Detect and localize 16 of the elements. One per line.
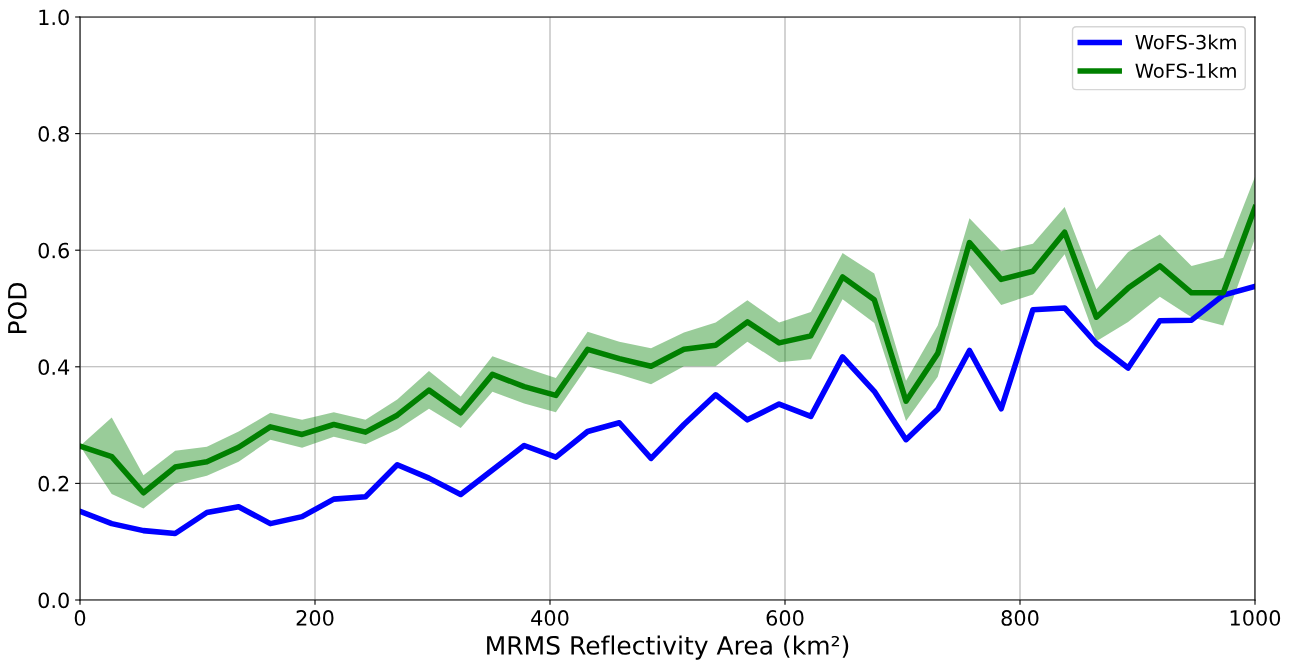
y-axis-title: POD — [7, 282, 27, 334]
x-tick-label: 0 — [74, 610, 86, 626]
x-tick-label: 800 — [1001, 610, 1039, 626]
x-tick-label: 200 — [296, 610, 334, 626]
y-tick-label: 0.0 — [38, 592, 69, 609]
legend-label: WoFS-3km — [1135, 34, 1236, 50]
legend-label: WoFS-1km — [1135, 63, 1236, 79]
x-axis-title: MRMS Reflectivity Area (km²) — [487, 635, 849, 660]
x-tick-label: 400 — [531, 610, 569, 626]
x-tick-label: 600 — [766, 610, 804, 626]
y-tick-label: 0.2 — [38, 475, 69, 492]
y-tick-label: 1.0 — [39, 9, 69, 26]
y-tick-label: 0.6 — [38, 242, 69, 259]
x-tick-label: 1000 — [1230, 610, 1281, 626]
y-tick-label: 0.4 — [38, 359, 70, 376]
y-tick-label: 0.8 — [38, 126, 69, 142]
